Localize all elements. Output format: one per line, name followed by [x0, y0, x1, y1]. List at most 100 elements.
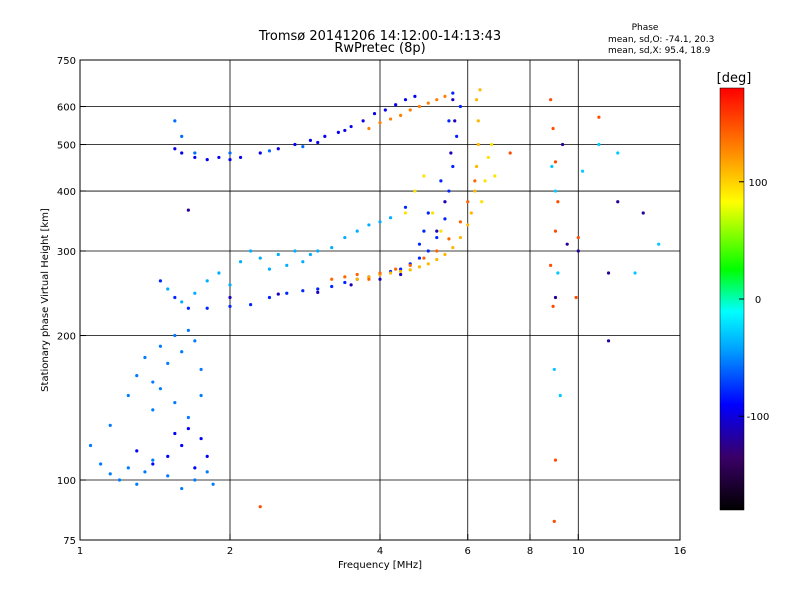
data-point: [553, 458, 558, 462]
x-tick-label: 8: [527, 546, 533, 557]
data-point: [249, 302, 253, 307]
data-point: [336, 130, 340, 134]
chart-subtitle: RwPretec (8p): [334, 41, 425, 56]
x-axis-ticks: 1 2 4 6 8 10 16: [77, 534, 686, 557]
data-point: [476, 119, 480, 123]
data-point: [473, 189, 477, 193]
data-point: [343, 235, 347, 240]
data-point: [316, 249, 320, 253]
data-point: [426, 262, 430, 266]
data-point: [301, 145, 305, 149]
data-point: [451, 98, 455, 102]
data-point: [276, 252, 280, 257]
data-point: [383, 108, 387, 112]
data-point: [193, 291, 197, 295]
data-point: [228, 158, 232, 162]
data-point: [490, 142, 494, 147]
data-point: [143, 355, 147, 360]
data-point: [180, 134, 184, 138]
data-point: [553, 189, 558, 193]
data-point: [367, 275, 371, 279]
data-point: [301, 289, 305, 293]
data-point: [349, 283, 353, 287]
data-point: [408, 268, 412, 272]
data-point: [551, 304, 555, 309]
data-point: [458, 220, 463, 224]
data-point: [417, 242, 422, 246]
data-point: [388, 271, 393, 275]
data-point: [151, 408, 155, 412]
data-point: [301, 260, 305, 264]
data-point: [151, 380, 155, 384]
colorbar-tick-label: 0: [755, 295, 761, 306]
data-point: [399, 269, 403, 274]
data-point: [361, 119, 365, 123]
data-point: [556, 271, 560, 275]
data-point: [466, 200, 470, 204]
data-point: [267, 267, 272, 271]
data-point: [330, 277, 334, 281]
data-point: [451, 164, 455, 169]
data-point: [451, 245, 455, 250]
data-point: [549, 98, 553, 102]
data-point: [388, 216, 393, 220]
y-tick-label: 750: [57, 56, 76, 67]
data-point: [606, 271, 611, 275]
data-point: [580, 169, 585, 173]
data-point: [151, 462, 155, 466]
data-point: [458, 104, 463, 109]
data-point: [349, 124, 353, 129]
data-point: [166, 287, 170, 291]
data-point: [597, 142, 601, 147]
data-point: [158, 344, 163, 348]
data-point: [550, 164, 554, 169]
data-point: [466, 223, 470, 227]
data-point: [343, 280, 347, 285]
data-point: [88, 443, 93, 448]
data-point: [117, 478, 122, 482]
data-point: [143, 470, 147, 474]
data-point: [480, 200, 484, 204]
data-point: [372, 111, 377, 116]
data-point: [99, 462, 103, 466]
data-point: [378, 277, 382, 281]
stats-line-x: mean, sd,X: 95.4, 18.9: [608, 46, 711, 56]
data-point: [193, 151, 197, 155]
x-tick-label: 4: [377, 546, 383, 557]
data-point: [228, 304, 232, 309]
data-point: [166, 454, 170, 459]
data-point: [478, 88, 482, 92]
colorbar-tick-label: -100: [747, 412, 770, 423]
data-point: [355, 229, 359, 233]
data-point: [355, 277, 359, 281]
data-point: [408, 108, 412, 112]
data-point: [238, 260, 243, 264]
data-point: [180, 151, 184, 155]
data-point: [453, 119, 457, 123]
data-point: [151, 458, 155, 462]
data-point: [108, 423, 112, 427]
data-point: [205, 158, 209, 162]
chart-title: Tromsø 20141206 14:12:00-14:13:43: [258, 29, 501, 44]
data-point: [323, 134, 327, 138]
data-point: [616, 151, 620, 155]
data-point: [422, 229, 426, 233]
data-point: [258, 505, 262, 509]
data-point: [451, 91, 455, 95]
data-point: [343, 275, 347, 279]
data-point: [180, 486, 184, 491]
data-point: [493, 174, 497, 178]
data-point: [417, 256, 422, 260]
data-point: [388, 117, 393, 121]
y-tick-label: 75: [63, 536, 76, 547]
data-point: [551, 126, 555, 131]
data-point: [199, 436, 203, 441]
data-point: [316, 290, 320, 294]
data-point: [394, 267, 398, 271]
data-point: [173, 119, 177, 123]
y-tick-label: 300: [57, 247, 76, 258]
data-point: [508, 151, 512, 155]
data-point: [316, 287, 320, 291]
data-point: [556, 200, 560, 204]
data-point: [228, 151, 232, 155]
